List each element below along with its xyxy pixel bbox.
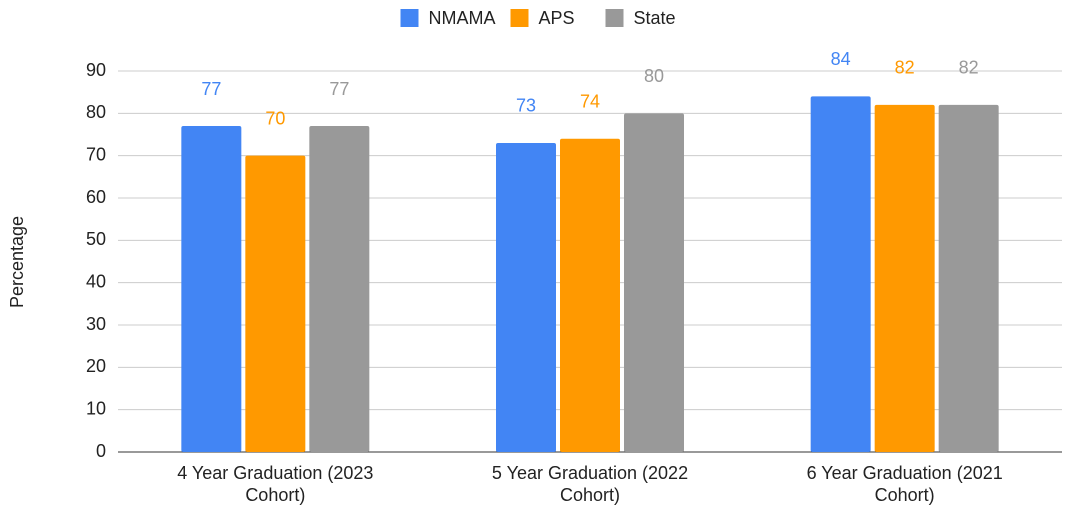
y-tick-label: 50 <box>86 229 106 249</box>
value-label: 70 <box>265 108 285 128</box>
y-tick-label: 60 <box>86 187 106 207</box>
legend-swatch <box>510 9 529 27</box>
value-label: 82 <box>959 58 979 78</box>
x-tick-label: 4 Year Graduation (2023 Cohort) <box>177 463 374 505</box>
legend-swatch <box>605 9 624 27</box>
legend-label: State <box>634 8 676 28</box>
y-tick-label: 20 <box>86 356 106 376</box>
y-axis-label: Percentage <box>7 216 27 308</box>
bar <box>810 96 871 453</box>
y-tick-label: 30 <box>86 314 106 334</box>
x-tick-label-box: 4 Year Graduation (2023 Cohort) <box>177 463 374 505</box>
y-tick-label: 0 <box>96 441 106 461</box>
legend-swatch <box>400 9 419 27</box>
bar <box>496 142 556 452</box>
bar <box>938 104 999 452</box>
bar <box>245 155 306 452</box>
value-label: 74 <box>580 91 600 111</box>
bar <box>181 126 242 453</box>
x-tick-label: 5 Year Graduation (2022 Cohort) <box>491 463 689 505</box>
x-tick-label-box: 6 Year Graduation (2021 Cohort) <box>806 463 1003 505</box>
legend-label: APS <box>539 8 575 28</box>
bar <box>309 126 370 453</box>
bar <box>560 138 620 452</box>
value-label: 73 <box>516 96 536 116</box>
legend-label: NMAMA <box>429 8 496 28</box>
x-tick-label: 6 Year Graduation (2021 Cohort) <box>806 463 1003 505</box>
bar <box>624 113 684 452</box>
x-tick-label-box: 5 Year Graduation (2022 Cohort) <box>491 463 689 505</box>
value-label: 77 <box>201 79 221 99</box>
value-label: 77 <box>329 79 349 99</box>
y-tick-label: 70 <box>86 144 106 164</box>
bar <box>874 104 935 452</box>
y-tick-label: 40 <box>86 271 106 291</box>
value-label: 80 <box>644 66 664 86</box>
y-tick-label: 10 <box>86 398 106 418</box>
y-tick-label: 90 <box>86 60 106 80</box>
y-tick-label: 80 <box>86 102 106 122</box>
value-label: 84 <box>831 49 851 69</box>
value-label: 82 <box>895 58 915 78</box>
